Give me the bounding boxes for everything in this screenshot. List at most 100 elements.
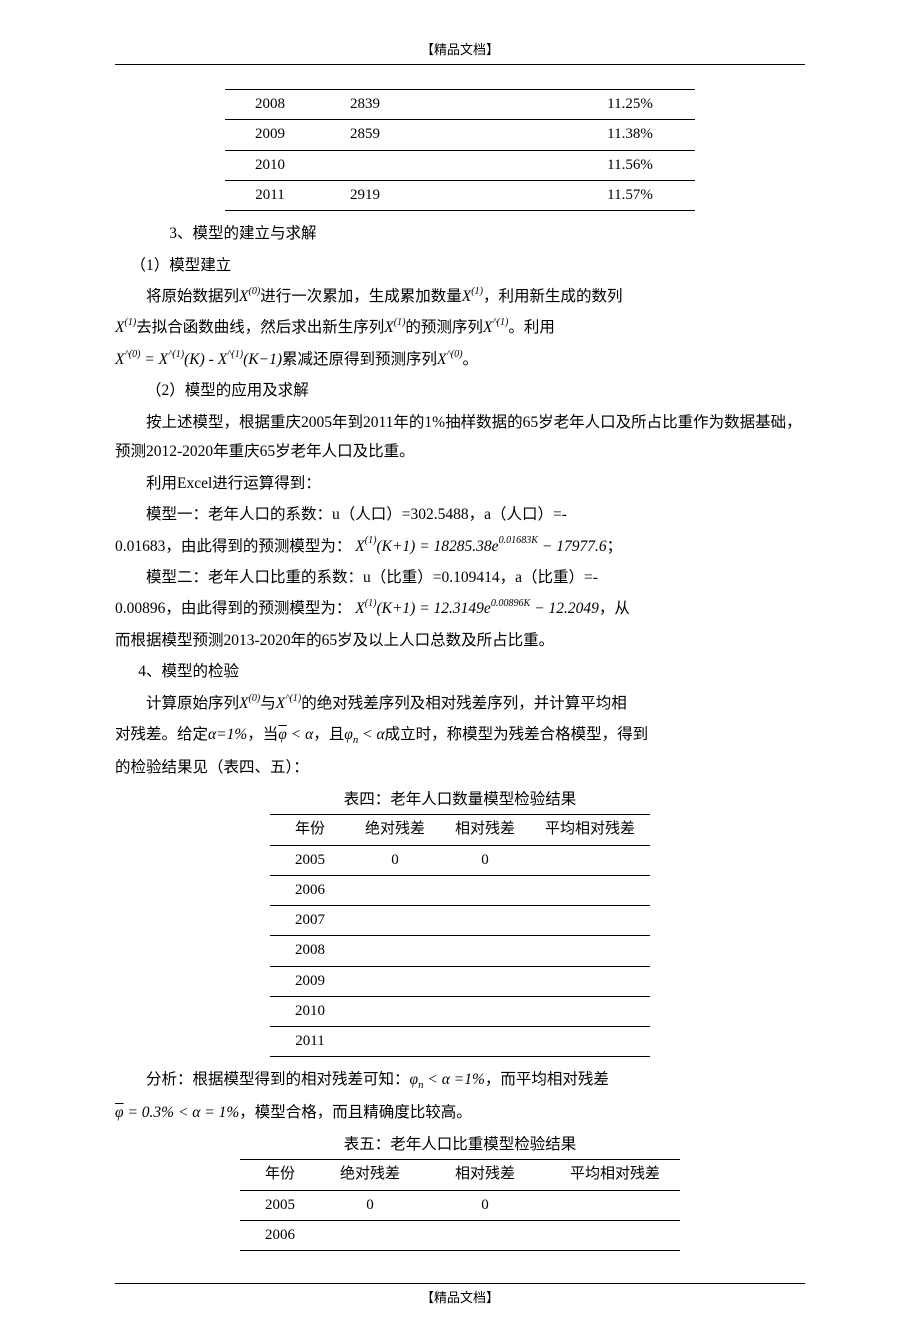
text-span: ，而平均相对残差 <box>485 1071 609 1088</box>
table-header-cell: 绝对残差 <box>320 1160 420 1190</box>
table-cell <box>320 1220 420 1250</box>
table-cell: 0 <box>320 1190 420 1220</box>
table-row: 2009 <box>270 966 650 996</box>
table-header-cell: 相对残差 <box>420 1160 550 1190</box>
table-row: 2008 <box>270 936 650 966</box>
table-cell <box>440 875 530 905</box>
text-span: 成立时，称模型为残差合格模型，得到 <box>385 726 649 743</box>
table-cell <box>415 180 565 210</box>
table-cell <box>440 936 530 966</box>
table-5: 年份绝对残差相对残差平均相对残差2005002006 <box>240 1159 680 1251</box>
table-cell <box>350 966 440 996</box>
table-row: 2007 <box>270 906 650 936</box>
table-header-row: 年份绝对残差相对残差平均相对残差 <box>270 815 650 845</box>
table-row: 2008283911.25% <box>225 90 695 120</box>
table-cell <box>350 936 440 966</box>
table-header-cell: 平均相对残差 <box>550 1160 680 1190</box>
table-cell <box>415 120 565 150</box>
table-cell <box>550 1190 680 1220</box>
table-cell: 2006 <box>270 875 350 905</box>
table-cell <box>350 906 440 936</box>
section3-heading: 3、模型的建立与求解 <box>115 219 805 248</box>
formula-m1: X(1)(K+1) = 18285.38e0.01683K − 17977.6 <box>355 538 606 555</box>
sym-xhat0: X^(0) <box>437 351 462 368</box>
table-cell <box>440 966 530 996</box>
table-header-cell: 平均相对残差 <box>530 815 650 845</box>
table-cell <box>415 90 565 120</box>
table-row: 2011 <box>270 1027 650 1057</box>
table-cell: 2008 <box>225 90 315 120</box>
table-cell <box>350 875 440 905</box>
table-cell <box>315 150 415 180</box>
para-app2: 利用Excel进行运算得到： <box>115 469 805 498</box>
table-cell: 2010 <box>225 150 315 180</box>
text-span: ，当 <box>247 726 278 743</box>
text-span: 。利用 <box>508 319 555 336</box>
table-header-row: 年份绝对残差相对残差平均相对残差 <box>240 1160 680 1190</box>
table-header-cell: 相对残差 <box>440 815 530 845</box>
para-analysis-2: φ = 0.3% < α = 1%，模型合格，而且精确度比较高。 <box>115 1098 805 1127</box>
table-cell: 2839 <box>315 90 415 120</box>
sym-x1b: X(1) <box>115 319 136 336</box>
sym-xhat1b: X^(1) <box>276 695 301 712</box>
para-analysis-1: 分析：根据模型得到的相对残差可知：φn < α =1%，而平均相对残差 <box>115 1065 805 1096</box>
table-cell <box>530 936 650 966</box>
footer-rule <box>115 1283 805 1284</box>
sym-x0b: X(0) <box>239 695 260 712</box>
table-cell: 0 <box>440 845 530 875</box>
text-span: ； <box>607 538 623 555</box>
para-check-2: 对残差。给定α=1%，当φ < α，且φn < α成立时，称模型为残差合格模型，… <box>115 720 805 751</box>
sym-phibar-lt: φ < α <box>278 726 313 743</box>
table-cell <box>440 906 530 936</box>
sym-x0: X(0) <box>239 288 260 305</box>
table-cell: 0 <box>350 845 440 875</box>
text-span: 进行一次累加，生成累加数量 <box>260 288 462 305</box>
table-cell <box>530 875 650 905</box>
text-span: ，模型合格，而且精确度比较高。 <box>239 1104 472 1121</box>
text-span: 将原始数据列 <box>146 288 239 305</box>
text-span: 对残差。给定 <box>115 726 208 743</box>
table-cell <box>530 906 650 936</box>
table-row: 2010 <box>270 996 650 1026</box>
table-cell <box>530 966 650 996</box>
table-cell: 2011 <box>270 1027 350 1057</box>
para-model-build-1: 将原始数据列X(0)进行一次累加，生成累加数量X(1)，利用新生成的数列 <box>115 282 805 311</box>
text-span: 0.01683，由此得到的预测模型为： <box>115 538 351 555</box>
section4-heading: 4、模型的检验 <box>115 657 805 686</box>
para-model-build-3: X^(0) = X^(1)(K) - X^(1)(K−1)累减还原得到预测序列X… <box>115 345 805 374</box>
para-check-1: 计算原始序列X(0)与X^(1)的绝对残差序列及相对残差序列，并计算平均相 <box>115 689 805 718</box>
para-check-3: 的检验结果见（表四、五）： <box>115 753 805 782</box>
text-span: 。 <box>463 351 479 368</box>
table-cell: 2859 <box>315 120 415 150</box>
sym-x1c: X(1) <box>384 319 405 336</box>
sym-phin-lt: φn < α <box>344 726 384 743</box>
table-4: 年份绝对残差相对残差平均相对残差200500200620072008200920… <box>270 814 650 1057</box>
table-cell <box>420 1220 550 1250</box>
sym-x1: X(1) <box>462 288 483 305</box>
table-row: 2009285911.38% <box>225 120 695 150</box>
table-cell: 2007 <box>270 906 350 936</box>
table-cell <box>530 845 650 875</box>
text-span: 计算原始序列 <box>146 695 239 712</box>
table-top: 2008283911.25%2009285911.38%201011.56%20… <box>225 89 695 211</box>
table-row: 2006 <box>270 875 650 905</box>
para-model1-a: 模型一：老年人口的系数：u（人口）=302.5488，a（人口）=- <box>115 500 805 529</box>
table-row: 2006 <box>240 1220 680 1250</box>
text-span: ，从 <box>599 600 630 617</box>
table-cell <box>440 996 530 1026</box>
para-model2-b: 0.00896，由此得到的预测模型为： X(1)(K+1) = 12.3149e… <box>115 594 805 623</box>
header-rule <box>115 64 805 65</box>
table-header-cell: 年份 <box>270 815 350 845</box>
section3-sub1: （1）模型建立 <box>115 251 805 280</box>
sym-alpha1: α=1% <box>208 726 247 743</box>
caption-table5: 表五：老年人口比重模型检验结果 <box>115 1133 805 1157</box>
table-cell <box>350 1027 440 1057</box>
table-cell: 11.57% <box>565 180 695 210</box>
table-cell: 11.38% <box>565 120 695 150</box>
table-cell: 2010 <box>270 996 350 1026</box>
sym-xhat1: X^(1) <box>483 319 508 336</box>
text-span: 累减还原得到预测序列 <box>282 351 437 368</box>
table-header-cell: 绝对残差 <box>350 815 440 845</box>
table-row: 200500 <box>270 845 650 875</box>
table-cell: 2005 <box>240 1190 320 1220</box>
